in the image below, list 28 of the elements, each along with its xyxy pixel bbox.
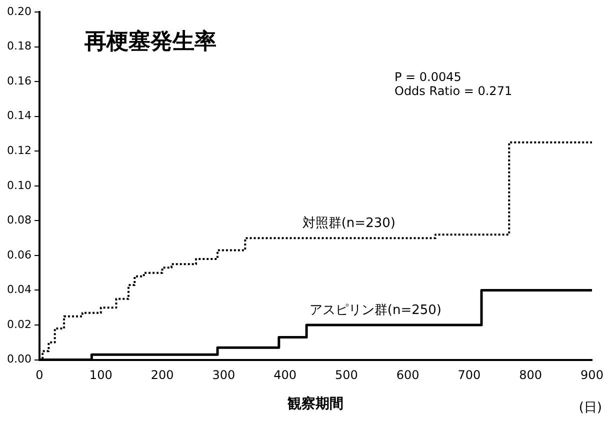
x-axis-title: 観察期間: [286, 395, 344, 412]
text: (日): [578, 400, 602, 416]
x-tick-label: 400: [274, 368, 297, 382]
x-tick-label: 700: [458, 368, 481, 382]
y-tick-label: 0.20: [6, 4, 32, 18]
x-tick-label: 500: [334, 368, 358, 382]
x-tick-label: 0: [36, 368, 44, 382]
y-tick-label: 0.14: [6, 109, 32, 122]
annotation: P = 0.0045: [394, 70, 462, 84]
x-tick-label: 800: [519, 368, 542, 382]
x-tick-label: 200: [150, 368, 174, 382]
x-tick-label: 300: [212, 368, 236, 382]
y-tick-label: 0.04: [6, 283, 32, 296]
y-tick-label: 0.12: [6, 144, 32, 157]
annotation: Odds Ratio = 0.271: [394, 84, 512, 98]
y-tick-label: 0.00: [6, 352, 32, 366]
series-label: 対照群(n=230): [302, 214, 396, 231]
y-tick-label: 0.16: [6, 74, 32, 88]
x-tick-label: 900: [580, 368, 604, 382]
text: 再梗塞発生率: [83, 28, 216, 55]
y-tick-label: 0.08: [6, 214, 32, 227]
y-tick-label: 0.02: [6, 318, 32, 331]
x-tick-label: 100: [89, 368, 112, 382]
y-tick-label: 0.18: [6, 40, 32, 53]
series-label: アスピリン群(n=250): [309, 302, 442, 318]
x-tick-label: 600: [396, 368, 420, 382]
y-tick-label: 0.06: [6, 248, 32, 262]
y-tick-label: 0.10: [6, 178, 32, 192]
